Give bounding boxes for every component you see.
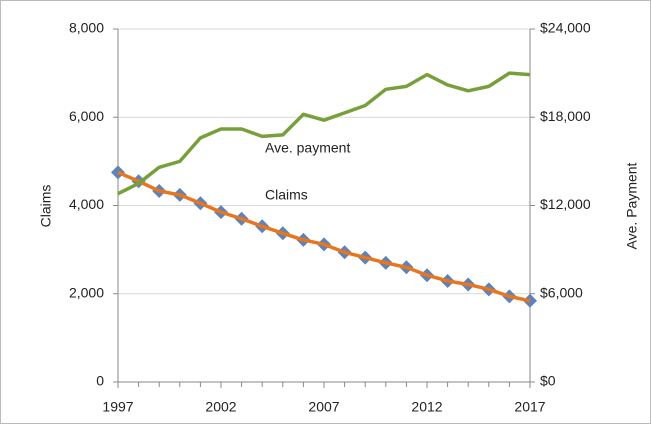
- y2-tick-label: $24,000: [540, 20, 591, 36]
- y-tick-label: 2,000: [69, 284, 104, 300]
- y-tick-label: 8,000: [69, 20, 104, 36]
- series-line: [117, 170, 531, 303]
- y2-tick-label: $0: [540, 373, 556, 389]
- y-tick-label: 4,000: [69, 196, 104, 212]
- x-tick-label: 2002: [205, 399, 236, 415]
- y-tick-label: 0: [96, 373, 104, 389]
- y-tick-label: 6,000: [69, 108, 104, 124]
- x-tick-label: 1997: [102, 399, 133, 415]
- x-tick-label: 2007: [308, 399, 339, 415]
- y2-tick-label: $6,000: [540, 284, 583, 300]
- y2-tick-label: $12,000: [540, 196, 591, 212]
- y-axis-label: Claims: [38, 185, 54, 228]
- series-line: [117, 71, 531, 196]
- x-tick-label: 2012: [411, 399, 442, 415]
- series-label: Claims: [265, 187, 308, 203]
- x-tick-label: 2017: [514, 399, 545, 415]
- y2-axis-label: Ave. Payment: [624, 162, 640, 249]
- y2-tick-label: $18,000: [540, 108, 591, 124]
- series-label: Ave. payment: [265, 140, 350, 156]
